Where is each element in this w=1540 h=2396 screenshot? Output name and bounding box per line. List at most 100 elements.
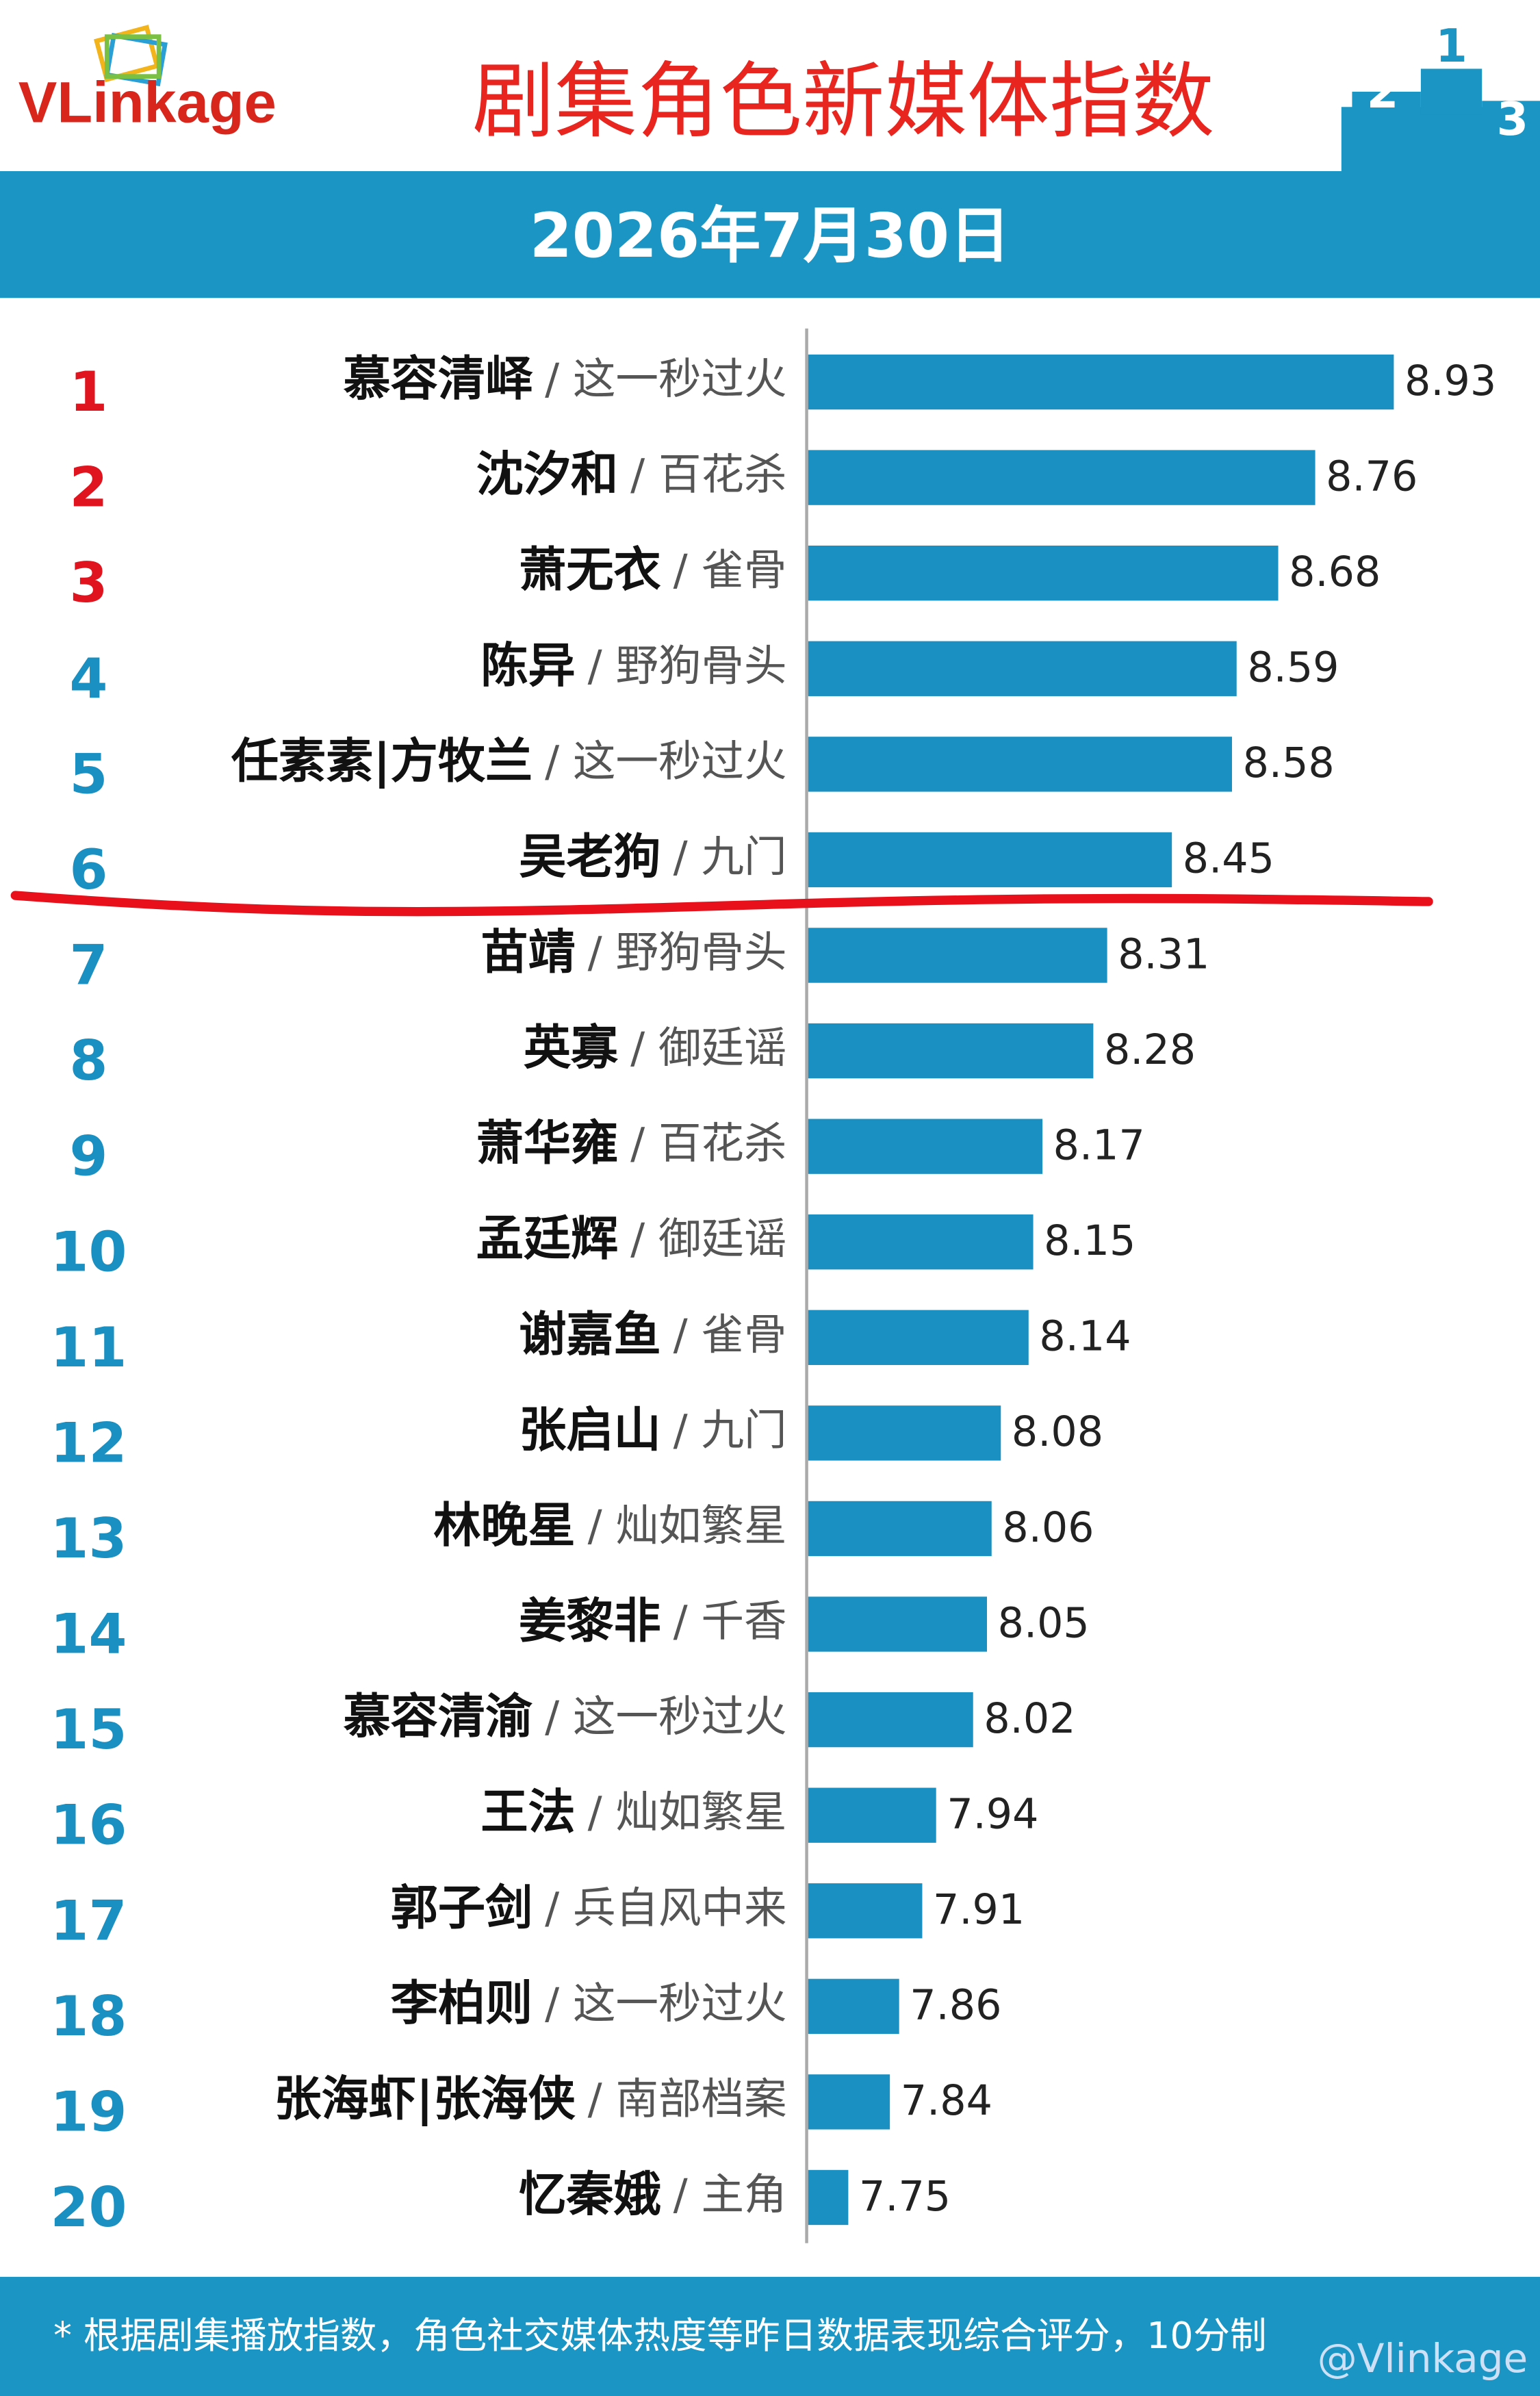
character-name: 萧华雍 xyxy=(476,1117,619,1171)
bar xyxy=(808,641,1237,696)
show-name: / 南部档案 xyxy=(588,2074,787,2124)
bar xyxy=(808,2169,849,2226)
show-name: / 这一秒过火 xyxy=(545,1978,786,2028)
value-label: 8.08 xyxy=(1012,1408,1103,1456)
show-name: / 这一秒过火 xyxy=(545,736,786,786)
bar xyxy=(808,1214,1034,1270)
character-name: 谢嘉鱼 xyxy=(519,1308,661,1362)
value-label: 7.84 xyxy=(901,2077,992,2125)
character-name: 慕容清渝 xyxy=(344,1690,533,1744)
value-label: 8.02 xyxy=(984,1695,1075,1743)
character-name: 苗靖 xyxy=(480,926,575,980)
logo-icon xyxy=(94,25,168,87)
row-label: 孟廷辉 / 御廷谣 xyxy=(476,1212,787,1266)
row-label: 李柏则 / 这一秒过火 xyxy=(391,1976,787,2031)
value-label: 7.86 xyxy=(910,1982,1001,2030)
bar xyxy=(808,2074,890,2130)
bar xyxy=(808,832,1172,888)
value-label: 7.75 xyxy=(859,2173,951,2221)
bar xyxy=(808,1119,1043,1174)
bar xyxy=(808,354,1394,410)
row-label: 姜黎非 / 千香 xyxy=(519,1594,786,1649)
rows: 1 慕容清峄 / 这一秒过火 8.932 沈汐和 / 百花杀 8.763 萧无衣 / 雀骨 8.6… xyxy=(51,352,1497,2239)
row-label: 忆秦娥 / 主角 xyxy=(519,2167,786,2222)
value-label: 8.59 xyxy=(1247,644,1339,692)
footnote: * 根据剧集播放指数，角色社交媒体热度等昨日数据表现综合评分，10分制 xyxy=(53,2314,1266,2357)
footer-band xyxy=(0,2276,1540,2396)
value-label: 8.68 xyxy=(1289,548,1381,596)
character-name: 郭子剑 xyxy=(391,1881,533,1935)
rank: 9 xyxy=(70,1124,108,1188)
bar xyxy=(808,546,1279,601)
value-label: 8.15 xyxy=(1044,1217,1135,1265)
logo: VLinkage xyxy=(18,70,277,135)
show-name: / 雀骨 xyxy=(673,1310,787,1360)
rank: 5 xyxy=(70,741,108,806)
svg-text:2: 2 xyxy=(1367,65,1399,118)
character-name: 张启山 xyxy=(519,1403,661,1457)
show-name: / 兵自风中来 xyxy=(545,1883,786,1933)
row-label: 英寡 / 御廷谣 xyxy=(524,1021,787,1075)
show-name: / 灿如繁星 xyxy=(588,1787,787,1837)
bar xyxy=(808,1883,923,1939)
row-label: 郭子剑 / 兵自风中来 xyxy=(391,1881,787,1935)
bar xyxy=(808,1501,992,1557)
character-name: 姜黎非 xyxy=(519,1594,661,1649)
value-label: 8.14 xyxy=(1039,1313,1131,1361)
bar xyxy=(808,737,1232,792)
show-name: / 百花杀 xyxy=(630,1119,786,1169)
rank: 19 xyxy=(51,2079,127,2143)
show-name: / 这一秒过火 xyxy=(545,1692,786,1742)
row-label: 吴老狗 / 九门 xyxy=(519,830,786,884)
rank: 12 xyxy=(51,1410,127,1475)
chart-title: 剧集角色新媒体指数 xyxy=(472,53,1215,149)
show-name: / 主角 xyxy=(673,2169,787,2219)
row-label: 慕容清峄 / 这一秒过火 xyxy=(344,352,787,407)
show-name: / 野狗骨头 xyxy=(588,641,787,691)
row-label: 张启山 / 九门 xyxy=(519,1403,786,1457)
bar xyxy=(808,1023,1094,1079)
rank: 13 xyxy=(51,1506,127,1570)
bar xyxy=(808,450,1316,505)
character-name: 孟廷辉 xyxy=(476,1212,619,1266)
row-label: 萧华雍 / 百花杀 xyxy=(476,1117,787,1171)
character-name: 林晚星 xyxy=(433,1499,576,1553)
character-name: 忆秦娥 xyxy=(519,2167,661,2222)
row-label: 林晚星 / 灿如繁星 xyxy=(433,1499,786,1553)
rank: 3 xyxy=(70,550,108,615)
bar xyxy=(808,1310,1029,1365)
value-label: 7.94 xyxy=(947,1791,1038,1839)
row-label: 谢嘉鱼 / 雀骨 xyxy=(519,1308,786,1362)
show-name: / 这一秒过火 xyxy=(545,354,786,404)
rank: 17 xyxy=(51,1888,127,1952)
character-name: 张海虾|张海侠 xyxy=(274,2072,576,2126)
show-name: / 雀骨 xyxy=(673,545,787,595)
character-name: 萧无衣 xyxy=(519,543,661,598)
row-label: 任素素|方牧兰 / 这一秒过火 xyxy=(231,734,787,789)
value-label: 8.58 xyxy=(1243,739,1335,787)
row-label: 萧无衣 / 雀骨 xyxy=(519,543,786,598)
character-name: 吴老狗 xyxy=(519,830,661,884)
bar xyxy=(808,928,1107,983)
rank: 14 xyxy=(51,1602,127,1666)
character-name: 王法 xyxy=(480,1785,575,1840)
value-label: 7.91 xyxy=(933,1886,1025,1934)
rank: 4 xyxy=(70,646,108,711)
rank: 20 xyxy=(51,2175,127,2239)
show-name: / 御廷谣 xyxy=(630,1023,786,1073)
svg-text:1: 1 xyxy=(1435,19,1467,73)
character-name: 陈异 xyxy=(480,639,575,693)
value-label: 8.28 xyxy=(1104,1026,1196,1074)
show-name: / 九门 xyxy=(673,832,787,882)
rank: 18 xyxy=(51,1984,127,2048)
character-name: 英寡 xyxy=(524,1021,619,1075)
bar xyxy=(808,1978,899,2035)
row-label: 沈汐和 / 百花杀 xyxy=(476,448,787,502)
row-label: 苗靖 / 野狗骨头 xyxy=(480,926,786,980)
rank: 8 xyxy=(70,1028,108,1093)
bar xyxy=(808,1692,973,1748)
rank: 2 xyxy=(70,455,108,520)
value-label: 8.76 xyxy=(1326,453,1417,500)
